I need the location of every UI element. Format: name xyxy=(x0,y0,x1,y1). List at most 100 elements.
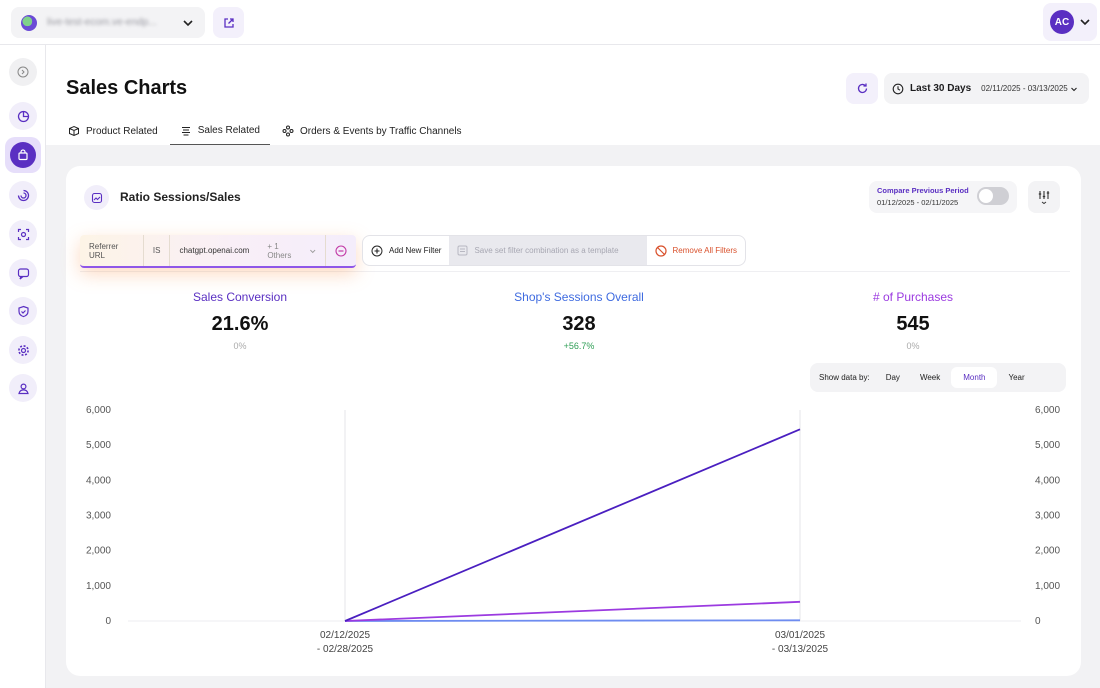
metric-value: 545 xyxy=(896,313,930,335)
sidebar-item-tracking[interactable] xyxy=(9,220,37,248)
sidebar xyxy=(0,45,46,688)
user-icon xyxy=(17,382,29,394)
line-chart: 6,000 6,000 5,000 5,000 4,000 4,000 3,000 3,000… xyxy=(86,405,1060,655)
toggle-knob xyxy=(979,189,993,203)
metric-label: Sales Conversion xyxy=(192,290,288,304)
x-tick-label: 02/12/2025 xyxy=(320,630,370,641)
show-by-month[interactable]: Month xyxy=(951,367,998,388)
collapse-icon xyxy=(17,66,29,78)
date-range: 02/11/2025 - 03/13/2025 xyxy=(981,84,1068,93)
y-tick-label-right: 4,000 xyxy=(1035,475,1060,486)
show-by-label: Show data by: xyxy=(819,373,870,382)
tab-traffic-channels[interactable]: Orders & Events by Traffic Channels xyxy=(280,117,464,145)
date-range-picker[interactable]: Last 30 Days 02/11/2025 - 03/13/2025 xyxy=(884,73,1089,104)
y-tick-label-right: 0 xyxy=(1035,616,1041,627)
chart-type-button[interactable] xyxy=(84,185,109,210)
y-tick-label-left: 5,000 xyxy=(86,440,111,451)
series-line xyxy=(344,600,801,622)
save-icon xyxy=(457,245,468,256)
network-icon xyxy=(282,125,294,137)
metric-sales-conversion: Sales Conversion 21.6% 0% xyxy=(120,290,360,351)
filter-value: chatgpt.openai.com xyxy=(179,246,250,255)
series-line xyxy=(344,619,801,622)
save-template-button[interactable]: Save set filter combination as a templat… xyxy=(449,236,647,265)
sidebar-item-security[interactable] xyxy=(9,297,37,325)
filter-operator: IS xyxy=(144,235,171,266)
chart-settings-button[interactable] xyxy=(1028,181,1060,213)
y-tick-label-left: 3,000 xyxy=(86,511,111,522)
tab-product-related[interactable]: Product Related xyxy=(66,117,160,145)
gear-icon xyxy=(17,344,29,356)
x-tick-label: 03/01/2025 xyxy=(775,630,825,641)
sidebar-item-messages[interactable] xyxy=(9,259,37,287)
refresh-icon xyxy=(857,83,867,94)
sidebar-item-settings[interactable] xyxy=(9,336,37,364)
sidebar-item-account[interactable] xyxy=(9,374,37,402)
y-tick-label-left: 0 xyxy=(105,616,111,627)
spiral-icon xyxy=(17,189,29,201)
metric-label: Shop's Sessions Overall xyxy=(514,290,644,304)
sidebar-item-funnel[interactable] xyxy=(9,181,37,209)
y-tick-label-right: 3,000 xyxy=(1035,511,1060,522)
sidebar-item-analytics[interactable] xyxy=(9,102,37,130)
compare-toggle[interactable] xyxy=(977,187,1009,205)
store-name: live-test-ecom.ve-endp... xyxy=(47,17,157,28)
x-tick-label: - 02/28/2025 xyxy=(317,644,374,655)
show-by-week[interactable]: Week xyxy=(919,373,941,382)
open-external-button[interactable] xyxy=(213,7,244,38)
metric-value: 328 xyxy=(562,313,596,335)
top-bar: live-test-ecom.ve-endp... AC xyxy=(0,0,1100,45)
compare-label: Compare Previous Period xyxy=(877,186,969,195)
ban-icon xyxy=(654,244,667,257)
chevron-down-icon xyxy=(1070,87,1077,91)
pie-chart-icon xyxy=(17,110,29,122)
chevron-down-icon xyxy=(309,249,315,253)
compare-range: 01/12/2025 - 02/11/2025 xyxy=(877,198,959,207)
shield-check-icon xyxy=(17,305,29,317)
filter-field: Referrer URL xyxy=(80,235,144,266)
metric-purchases: # of Purchases 545 0% xyxy=(793,290,1033,351)
tab-bar: Product Related Sales Related Orders & E… xyxy=(66,117,482,145)
add-filter-button[interactable]: Add New Filter xyxy=(363,236,449,265)
page-title: Sales Charts xyxy=(66,77,188,99)
filter-others[interactable]: + 1 Others xyxy=(258,235,326,266)
sliders-icon xyxy=(1038,191,1050,205)
y-tick-label-left: 2,000 xyxy=(86,546,111,557)
box-icon xyxy=(69,125,79,137)
compare-previous-period: Compare Previous Period 01/12/2025 - 02/… xyxy=(869,181,1017,213)
sidebar-item-sales[interactable] xyxy=(5,137,41,173)
chat-icon xyxy=(17,267,29,279)
refresh-button[interactable] xyxy=(846,73,878,104)
coins-icon xyxy=(181,126,190,136)
x-tick-label: - 03/13/2025 xyxy=(772,644,829,655)
remove-filter-button[interactable] xyxy=(326,235,356,266)
show-by-day[interactable]: Day xyxy=(885,373,900,382)
y-tick-label-right: 2,000 xyxy=(1035,546,1060,557)
avatar: AC xyxy=(1050,10,1074,34)
external-link-icon xyxy=(223,17,234,28)
y-tick-label-right: 6,000 xyxy=(1035,405,1060,416)
metric-label: # of Purchases xyxy=(872,290,954,304)
y-tick-label-left: 6,000 xyxy=(86,405,111,416)
filter-actions: Add New Filter Save set filter combinati… xyxy=(362,235,746,266)
chevron-down-icon xyxy=(183,19,193,26)
line-chart-icon xyxy=(91,192,102,203)
show-by-year[interactable]: Year xyxy=(1008,373,1025,382)
chevron-down-icon xyxy=(1080,19,1090,26)
card-title: Ratio Sessions/Sales xyxy=(120,190,241,204)
series-line xyxy=(344,428,801,622)
remove-all-filters-button[interactable]: Remove All Filters xyxy=(647,236,745,265)
metric-change: 0% xyxy=(233,341,247,351)
metric-value: 21.6% xyxy=(211,313,269,335)
store-selector[interactable]: live-test-ecom.ve-endp... xyxy=(11,7,205,38)
metric-sessions: Shop's Sessions Overall 328 +56.7% xyxy=(459,290,699,351)
plus-circle-icon xyxy=(371,245,383,256)
globe-icon xyxy=(21,14,37,31)
y-tick-label-right: 5,000 xyxy=(1035,440,1060,451)
active-filter[interactable]: Referrer URL IS chatgpt.openai.com + 1 O… xyxy=(80,235,356,268)
tab-sales-related[interactable]: Sales Related xyxy=(169,117,270,145)
page-header: Sales Charts Last 30 Days 02/11/2025 - 0… xyxy=(46,45,1100,145)
user-menu[interactable]: AC xyxy=(1043,3,1097,41)
y-tick-label-left: 1,000 xyxy=(86,581,111,592)
sidebar-collapse-button[interactable] xyxy=(9,58,37,86)
